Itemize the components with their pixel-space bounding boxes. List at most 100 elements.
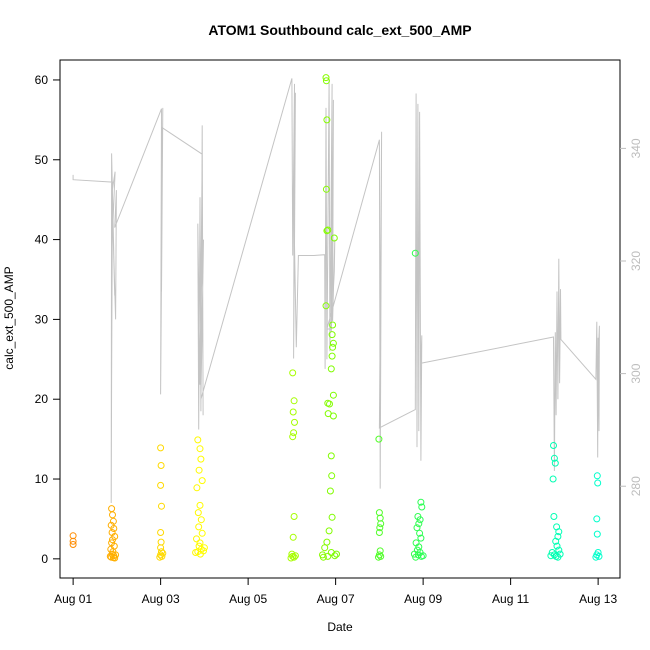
data-point [330,234,338,242]
data-point [197,516,205,524]
data-point [109,517,117,525]
y-tick-label: 20 [35,392,49,406]
data-point [195,523,203,531]
data-point [547,552,555,560]
data-point [594,479,602,487]
data-point [323,116,331,124]
data-point [326,400,333,408]
data-point [417,534,425,542]
data-point [375,529,383,536]
data-point [196,539,204,547]
data-point [289,408,297,416]
data-point [319,553,327,561]
data-point [410,550,418,558]
data-point [328,331,336,339]
data-point [289,533,297,541]
data-point [593,530,601,538]
data-point [196,445,204,453]
data-point [412,553,420,561]
data-point [198,477,206,485]
data-point [415,520,423,528]
data-point [322,74,330,82]
data-point [158,502,165,510]
x-tick-label: Aug 01 [54,592,92,606]
data-point [329,391,337,399]
data-point [377,520,385,528]
data-point [417,498,425,506]
data-point [328,352,336,360]
data-point [157,538,165,546]
data-point [289,433,297,441]
data-point [322,77,330,85]
data-point [194,509,202,517]
y-tick-label: 10 [35,472,49,486]
data-point [411,249,419,257]
right-tick-label: 280 [629,476,643,496]
data-point [157,529,165,536]
data-point [555,528,563,536]
data-point [157,462,165,469]
data-point [159,549,167,557]
data-point [329,339,337,347]
data-point [328,513,336,521]
data-point [287,554,295,562]
data-point [333,550,340,558]
data-point [328,472,336,480]
x-tick-label: Aug 03 [142,592,180,606]
data-point [592,553,600,561]
x-tick-label: Aug 13 [579,592,617,606]
data-point [69,541,77,548]
data-point [329,343,337,351]
data-point [196,501,204,509]
data-point [550,513,558,520]
data-point [551,459,559,467]
data-point [195,466,203,474]
data-point [291,418,298,426]
y-tick-label: 60 [35,73,49,87]
data-point [419,552,427,560]
data-point [108,505,116,513]
data-point [548,549,556,556]
series-gray-line [72,78,600,504]
y-axis-label: calc_ext_500_AMP [2,266,16,369]
x-tick-label: Aug 11 [492,592,529,606]
data-point [550,442,557,449]
y-tick-label: 30 [35,312,49,326]
data-point [192,549,200,556]
x-axis-label: Date [327,620,353,634]
data-point [324,226,332,234]
data-point [418,503,426,511]
right-tick-label: 320 [629,251,643,271]
data-point [200,544,208,552]
data-point [321,544,329,552]
data-point [109,536,116,544]
data-point [416,529,424,537]
data-point [327,452,335,460]
x-axis: Aug 01 Aug 03 Aug 05 Aug 07 Aug 09 Aug 11 Aug … [54,577,617,606]
gray-series-line [72,78,600,504]
data-point [157,444,165,452]
data-point [109,511,116,519]
data-point [413,524,421,532]
data-point [198,529,206,537]
data-point [193,484,201,492]
data-point [289,552,297,560]
data-point [322,302,330,310]
data-point [593,472,601,480]
data-point [553,542,561,550]
data-point [375,553,382,561]
data-point [290,397,298,405]
data-point [327,365,335,373]
data-point [376,524,384,532]
data-point [550,454,558,462]
data-point [157,481,165,489]
data-point [593,515,601,523]
data-point [556,550,564,558]
y-tick-label: 50 [35,153,49,167]
data-point [322,185,330,193]
right-tick-label: 300 [629,363,643,383]
data-point [326,487,334,495]
data-point [109,554,117,562]
data-point [325,527,333,535]
